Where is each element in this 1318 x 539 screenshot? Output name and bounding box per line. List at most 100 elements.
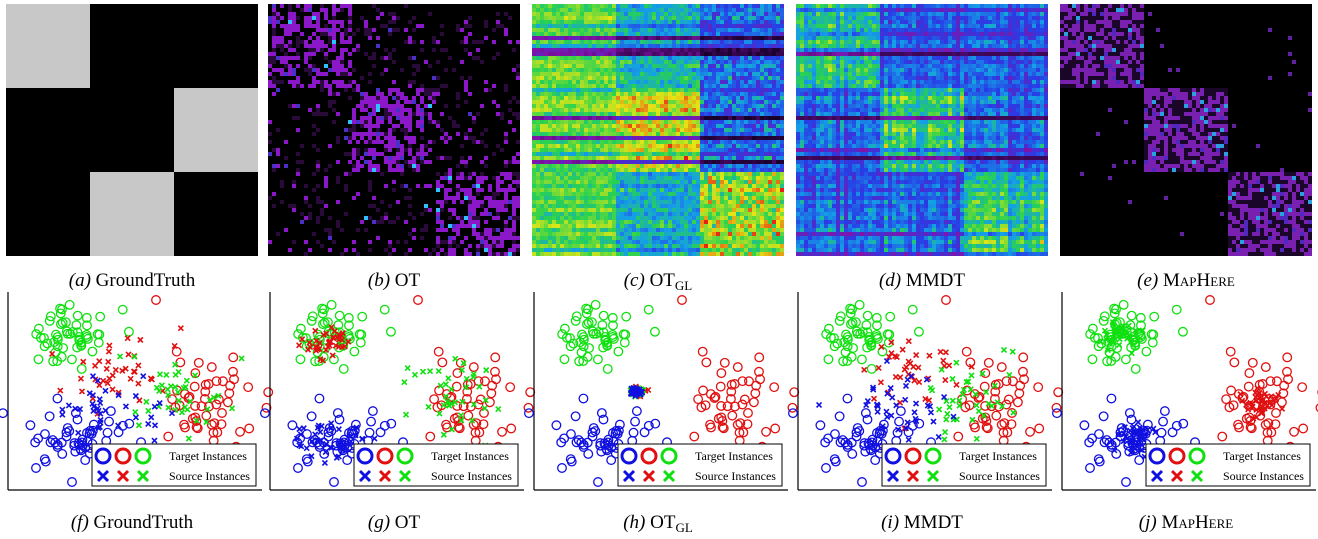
heatmap-cell [348,152,352,156]
heatmap-cell [704,92,708,96]
heatmap-cell [468,32,472,36]
heatmap-cell [636,204,640,208]
heatmap-cell [740,180,744,184]
heatmap-cell [620,136,624,140]
heatmap-cell [348,20,352,24]
heatmap-cell [720,188,724,192]
heatmap-cell [716,40,720,44]
heatmap-cell [696,84,700,88]
heatmap-cell [532,100,536,104]
heatmap-cell [696,188,700,192]
heatmap-cell [552,196,556,200]
heatmap-cell [360,116,364,120]
heatmap-cell [584,32,588,36]
heatmap-cell [696,220,700,224]
heatmap-cell [560,84,564,88]
heatmap-cell [748,228,752,232]
heatmap-cell [644,84,648,88]
heatmap-cell [752,220,756,224]
heatmap-cell [692,224,696,228]
heatmap-cell [688,68,692,72]
heatmap-cell [728,104,732,108]
heatmap-cell [688,20,692,24]
heatmap-cell [756,168,760,172]
heatmap-cell [708,212,712,216]
heatmap-cell [628,92,632,96]
heatmap-cell [724,84,728,88]
heatmap-cell [412,136,416,140]
heatmap-cell [768,96,772,100]
heatmap-cell [780,208,784,212]
heatmap-cell [288,24,292,28]
heatmap-cell [668,92,672,96]
heatmap-cell [504,204,508,208]
heatmap-cell [588,120,592,124]
heatmap-cell [644,96,648,100]
heatmap-cell [320,44,324,48]
heatmap-cell [680,148,684,152]
heatmap-cell [360,164,364,168]
heatmap-cell [380,56,384,60]
heatmap-cell [716,60,720,64]
heatmap-cell [764,92,768,96]
heatmap-cell [720,180,724,184]
heatmap-cell [484,176,488,180]
heatmap-cell [756,204,760,208]
heatmap-cell [624,112,628,116]
heatmap-cell [488,252,492,256]
heatmap-cell [752,88,756,92]
heatmap-cell [568,180,572,184]
heatmap-cell [388,104,392,108]
heatmap-cell [464,100,468,104]
heatmap-cell [648,228,652,232]
heatmap-cell [748,88,752,92]
heatmap-cell [604,52,608,56]
heatmap-cell [584,184,588,188]
heatmap-cell [652,124,656,128]
heatmap-cell [328,60,332,64]
heatmap-cell [700,208,704,212]
heatmap-cell [504,32,508,36]
heatmap-cell [704,84,708,88]
heatmap-cell [616,212,620,216]
heatmap-cell [296,84,300,88]
heatmap-cell [408,40,412,44]
heatmap-cell [748,72,752,76]
heatmap-cell [588,88,592,92]
heatmap-cell [720,200,724,204]
heatmap-cell [768,228,772,232]
heatmap-cell [580,124,584,128]
heatmap-cell [652,180,656,184]
heatmap-cell [336,140,340,144]
heatmap-cell [452,124,456,128]
heatmap-cell [728,128,732,132]
heatmap-cell [556,32,560,36]
heatmap-cell [588,216,592,220]
heatmap-cell [684,112,688,116]
heatmap-cell [728,100,732,104]
heatmap-cell [720,144,724,148]
heatmap-cell [704,12,708,16]
heatmap-cell [776,40,780,44]
heatmap-cell [476,192,480,196]
heatmap-cell [548,60,552,64]
heatmap-cell [576,12,580,16]
heatmap-cell [576,224,580,228]
heatmap-cell [780,40,784,44]
heatmap-cell [728,160,732,164]
heatmap-cell [672,32,676,36]
heatmap-cell [680,16,684,20]
heatmap-cell [744,16,748,20]
heatmap-cell [600,100,604,104]
heatmap-cell [748,124,752,128]
heatmap-cell [744,232,748,236]
heatmap-cell [488,244,492,248]
heatmap-cell [308,216,312,220]
heatmap-cell [764,228,768,232]
heatmap-cell [496,24,500,28]
heatmap-cell [364,28,368,32]
heatmap-cell [588,124,592,128]
heatmap-cell [352,196,356,200]
heatmap-cell [392,96,396,100]
heatmap-cell [656,168,660,172]
